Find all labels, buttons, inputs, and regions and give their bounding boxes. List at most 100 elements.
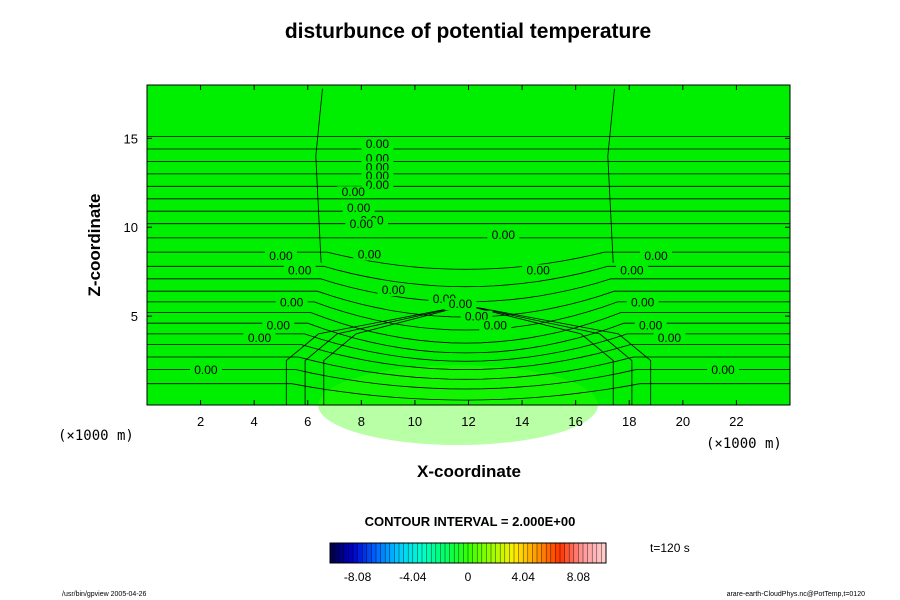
colorbar-cell: [348, 543, 354, 563]
contour-label: 0.00: [639, 319, 663, 333]
contour-line: [147, 383, 790, 401]
contour-label: 0.00: [342, 185, 366, 199]
colorbar-cell: [560, 543, 565, 563]
x-tick-label: 14: [515, 414, 529, 429]
x-tick-label: 4: [251, 414, 258, 429]
colorbar-cell: [481, 543, 487, 563]
colorbar-cell: [431, 543, 437, 563]
colorbar-cell: [445, 543, 450, 563]
contour-label: 0.00: [449, 297, 473, 311]
contour-label-bg: [361, 138, 394, 151]
contour-line: [147, 333, 790, 362]
colorbar-cell: [463, 543, 469, 563]
colorbar-cell: [376, 543, 381, 563]
x-tick-label: 12: [461, 414, 475, 429]
contour-label: 0.00: [631, 295, 655, 309]
contour-label: 0.00: [382, 283, 406, 297]
colorbar-cell: [587, 543, 593, 563]
footer-right: arare-earth-CloudPhys.nc@PotTemp,t=0120: [727, 591, 866, 598]
y-tick-label: 5: [131, 309, 138, 324]
colorbar-tick-label: 4.04: [512, 570, 536, 584]
colorbar-cell: [546, 543, 552, 563]
x-tick-label: 8: [358, 414, 365, 429]
contour-label-bg: [275, 296, 308, 309]
contour-label-bg: [243, 332, 276, 344]
colorbar-cell: [454, 543, 460, 563]
colorbar-cell: [550, 543, 556, 563]
colorbar-cell: [394, 543, 400, 563]
contour-label-bg: [640, 250, 673, 263]
colorbar-cell: [495, 543, 501, 563]
colorbar-cell: [527, 543, 533, 563]
colorbar-cell: [601, 543, 607, 563]
colorbar-cell: [537, 543, 542, 563]
colorbar-cell: [583, 543, 588, 563]
contour-label-bg: [342, 202, 375, 215]
colorbar-cell: [504, 543, 510, 563]
contour-line: [147, 265, 790, 288]
x-tick-label: 22: [729, 414, 743, 429]
colorbar-cell: [592, 543, 598, 563]
colorbar-cell: [440, 543, 446, 563]
colorbar-cell: [334, 543, 340, 563]
contour-label: 0.00: [620, 263, 644, 277]
contour-line: [147, 356, 790, 380]
contour-label: 0.00: [484, 319, 508, 333]
colorbar-cell: [472, 543, 478, 563]
chart-title: disturbunce of potential temperature: [285, 20, 651, 43]
colorbar-cell: [509, 543, 515, 563]
contour-label: 0.00: [347, 201, 371, 215]
colorbar-cell: [343, 543, 349, 563]
contour-label-bg: [522, 264, 555, 277]
contour-label: 0.00: [280, 295, 304, 309]
contour-label: 0.00: [492, 228, 516, 242]
contour-label-bg: [189, 364, 222, 376]
colorbar-cell: [468, 543, 473, 563]
contour-label: 0.00: [644, 249, 668, 263]
colorbar-cell: [339, 543, 345, 563]
y-axis-ticks: 5 10 15: [124, 131, 790, 324]
colorbar-cell: [403, 543, 409, 563]
contour-label: 0.00: [350, 217, 374, 231]
colorbar-cell: [569, 543, 575, 563]
colorbar-tick-label: -4.04: [399, 570, 427, 584]
contour-label-bg: [615, 264, 648, 277]
x-axis-ticks: 2 4 6 8 10 12 14 16 18 20 22: [197, 85, 744, 429]
contour-label: 0.00: [269, 249, 293, 263]
contour-label: 0.00: [358, 247, 382, 261]
contour-line: [147, 369, 790, 390]
contour-label-bg: [444, 298, 477, 311]
colorbar-cell: [330, 543, 335, 563]
colorbar-cell: [596, 543, 602, 563]
contour-label: 0.00: [267, 319, 291, 333]
colorbar-cell: [500, 543, 506, 563]
contour-label-bg: [626, 296, 659, 309]
x-tick-label: 6: [304, 414, 311, 429]
colorbar-ticks: -8.08 -4.04 0 4.04 8.08: [344, 570, 590, 584]
contour-label-bg: [377, 284, 410, 296]
colorbar-cell: [564, 543, 570, 563]
contour-label-bg: [653, 332, 686, 344]
x-unit-label-right: (×1000 m): [706, 436, 782, 452]
colorbar-cell: [518, 543, 524, 563]
x-tick-label: 10: [408, 414, 422, 429]
contour-labels: 0.000.000.000.000.000.000.000.000.000.00…: [189, 137, 740, 377]
colorbar-cell: [366, 543, 372, 563]
colorbar-cell: [426, 543, 432, 563]
colorbar-cell: [417, 543, 423, 563]
contour-label-bg: [479, 319, 512, 332]
contour-label: 0.00: [366, 137, 390, 151]
colorbar-cell: [555, 543, 561, 563]
contour-label: 0.00: [248, 331, 272, 345]
colorbar-cell: [408, 543, 414, 563]
colorbar-cell: [578, 543, 584, 563]
colorbar-cell: [422, 543, 427, 563]
colorbar-cell: [435, 543, 441, 563]
contour-interval-text: CONTOUR INTERVAL = 2.000E+00: [365, 514, 576, 529]
time-label: t=120 s: [650, 541, 690, 555]
contour-label: 0.00: [526, 263, 550, 277]
field-background: [147, 85, 790, 405]
colorbar-cell: [412, 543, 418, 563]
contour-label-bg: [262, 319, 295, 332]
x-tick-label: 20: [676, 414, 690, 429]
